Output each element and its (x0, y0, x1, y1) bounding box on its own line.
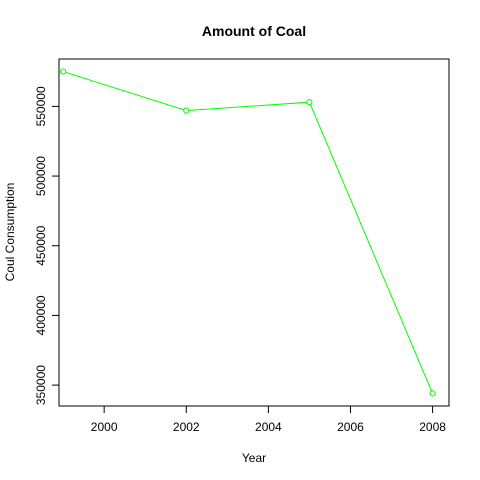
series-layer (60, 68, 436, 397)
y-axis: 350000 400000 450000 500000 550000 (34, 86, 60, 405)
y-tick-label: 550000 (34, 86, 48, 126)
data-point (60, 68, 67, 75)
x-axis-label: Year (242, 451, 266, 465)
x-tick-label: 2006 (337, 420, 364, 434)
x-tick-label: 2004 (255, 420, 282, 434)
y-tick-label: 450000 (34, 225, 48, 265)
data-point (183, 107, 190, 114)
x-tick-label: 2008 (419, 420, 446, 434)
y-tick-label: 400000 (34, 295, 48, 335)
y-tick-label: 350000 (34, 365, 48, 405)
chart-title: Amount of Coal (202, 23, 306, 39)
x-tick-label: 2000 (91, 420, 118, 434)
series-line (62, 71, 434, 394)
x-tick-label: 2002 (173, 420, 200, 434)
y-tick-label: 500000 (34, 156, 48, 196)
data-point (429, 390, 436, 397)
y-axis-label: Coul Consumption (3, 183, 17, 282)
x-axis: 2000 2002 2004 2006 2008 (91, 405, 446, 434)
data-point (306, 99, 313, 106)
